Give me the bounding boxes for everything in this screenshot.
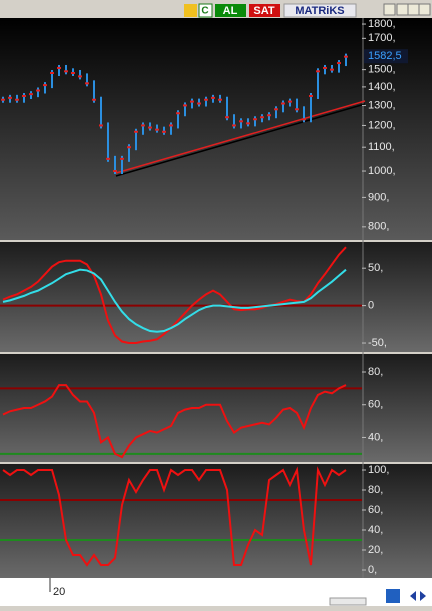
last-price-label: 1582,5	[368, 50, 402, 62]
scroll-left[interactable]	[410, 591, 416, 601]
rsi-panel	[0, 354, 432, 462]
y-tick-label: 40,	[368, 431, 383, 443]
trend-line	[115, 100, 366, 174]
last-price-box	[364, 49, 408, 64]
y-tick-label: 0	[368, 300, 374, 312]
trend-line	[115, 103, 366, 177]
y-tick-label: 1500,	[368, 64, 396, 76]
y-tick-label: 1800,	[368, 18, 396, 30]
y-tick-label: 1200,	[368, 119, 396, 131]
y-tick-label: 0,	[368, 564, 377, 576]
minimize-button[interactable]	[396, 3, 409, 16]
y-tick-label: 40,	[368, 524, 383, 536]
y-tick-label: 60,	[368, 399, 383, 411]
price-panel	[0, 18, 432, 240]
y-tick-label: 80,	[368, 484, 383, 496]
y-tick-label: 900,	[368, 191, 389, 203]
indicator-line	[2, 268, 347, 333]
y-tick-label: 1700,	[368, 32, 396, 44]
y-tick-label: 1100,	[368, 141, 395, 153]
y-tick-label: 80,	[368, 366, 383, 378]
refresh-button[interactable]	[198, 3, 213, 18]
brand-box	[283, 3, 357, 18]
brand: MATRiKS	[295, 5, 344, 17]
y-tick-label: 60,	[368, 504, 383, 516]
y-tick-label: 1000,	[368, 165, 396, 177]
refresh-icon: C	[201, 6, 208, 17]
indicator-line	[2, 384, 347, 459]
buy-button[interactable]	[215, 4, 246, 17]
y-tick-label: -50,	[368, 337, 387, 349]
indicator-line	[2, 246, 347, 345]
close-button[interactable]	[418, 3, 431, 16]
sell-button[interactable]	[249, 4, 280, 17]
y-tick-label: 20,	[368, 544, 383, 556]
maximize-button[interactable]	[407, 3, 420, 16]
scroll-right[interactable]	[420, 591, 426, 601]
y-tick-label: 1300,	[368, 99, 396, 111]
y-tick-label: 50,	[368, 262, 383, 274]
sell-label: SAT	[253, 5, 274, 17]
macd-panel	[0, 242, 432, 352]
y-tick-label: 1400,	[368, 81, 396, 93]
indicator-line	[2, 466, 347, 567]
y-tick-label: 100,	[368, 464, 389, 476]
buy-label: AL	[223, 5, 238, 17]
sync-button[interactable]	[386, 589, 400, 603]
y-tick-label: 800,	[368, 221, 389, 233]
stoch-panel	[0, 464, 432, 578]
flash-button[interactable]	[184, 4, 197, 17]
menu-button[interactable]	[383, 3, 396, 16]
x-tick-label: 20	[53, 586, 65, 598]
scrollbar[interactable]	[329, 597, 367, 606]
